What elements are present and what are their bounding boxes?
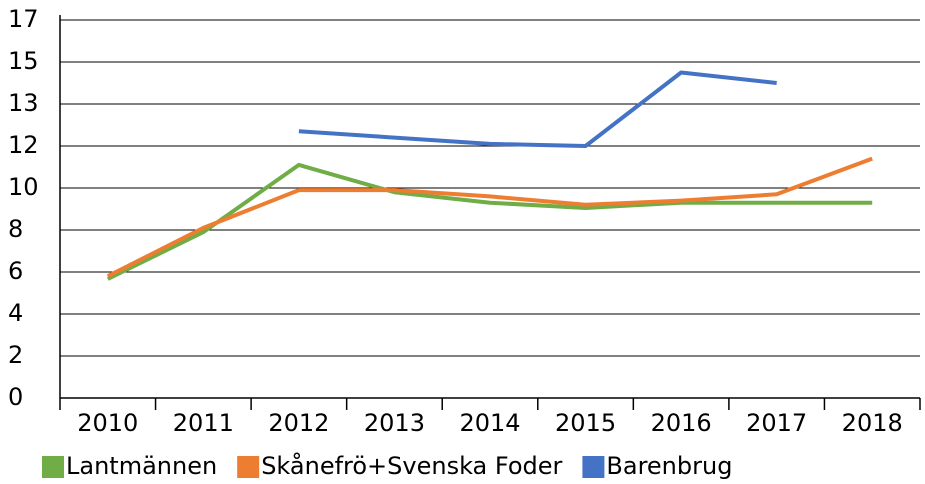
- x-tick-label: 2014: [459, 409, 520, 437]
- legend-label: Lantmännen: [66, 452, 217, 480]
- y-tick-label: 13: [8, 89, 39, 117]
- x-tick-label: 2010: [77, 409, 138, 437]
- y-tick-label: 2: [8, 341, 23, 369]
- x-tick-label: 2016: [651, 409, 712, 437]
- legend-label: Barenbrug: [606, 452, 732, 480]
- legend-label: Skånefrö+Svenska Foder: [261, 451, 562, 480]
- y-tick-label: 10: [8, 173, 39, 201]
- line-series: [298, 70, 777, 148]
- y-tick-label: 4: [8, 299, 23, 327]
- x-tick-label: 2015: [555, 409, 616, 437]
- y-tick-label: 6: [8, 257, 23, 285]
- y-tick-label: 0: [8, 383, 23, 411]
- legend-swatch: [237, 456, 260, 478]
- x-tick-label: 2013: [364, 409, 425, 437]
- legend-swatch: [582, 456, 605, 478]
- legend-swatch: [42, 456, 64, 478]
- x-tick-label: 2011: [173, 409, 234, 437]
- x-tick-label: 2018: [842, 409, 903, 437]
- y-tick-label: 8: [8, 215, 23, 243]
- y-tick-label: 15: [8, 47, 39, 75]
- line-series: [106, 156, 873, 278]
- line-series: [106, 162, 873, 281]
- x-tick-label: 2017: [746, 409, 807, 437]
- y-tick-label: 17: [8, 5, 39, 33]
- x-tick-label: 2012: [268, 409, 329, 437]
- y-tick-label: 12: [8, 131, 39, 159]
